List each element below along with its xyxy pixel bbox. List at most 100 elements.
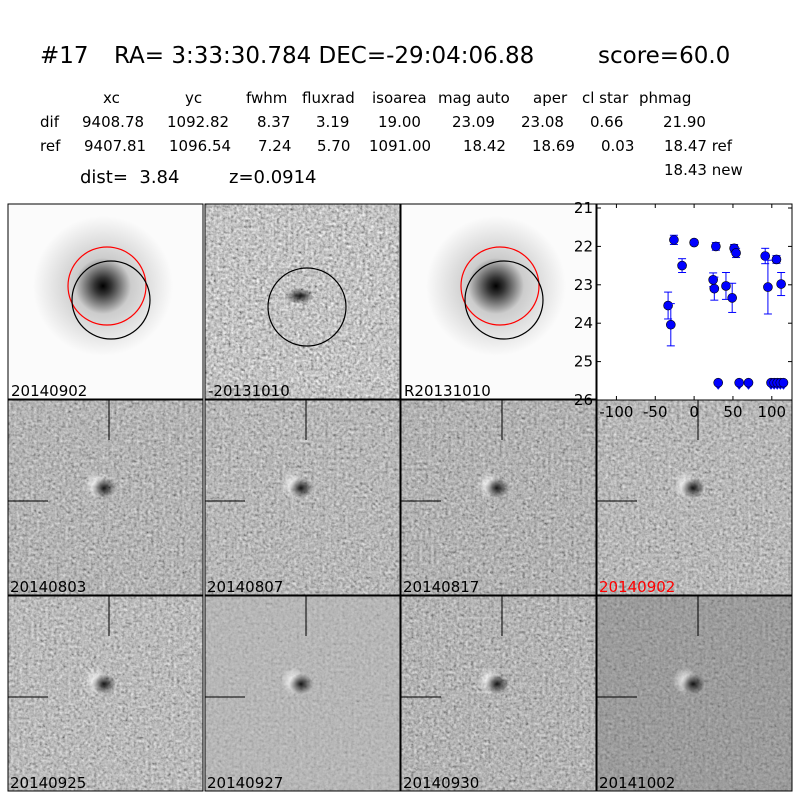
stamp-frame <box>7 595 204 792</box>
data-point <box>677 260 687 271</box>
stamp-frame <box>400 595 597 792</box>
data-point <box>760 251 770 261</box>
y-tick-label: 26 <box>574 391 593 409</box>
y-tick-label: 25 <box>574 353 593 371</box>
data-point <box>709 283 720 294</box>
table-cell: 9407.81 <box>84 137 147 155</box>
data-point <box>689 237 699 248</box>
stamp-frame <box>204 399 401 596</box>
data-point <box>727 293 737 303</box>
row-label: ref <box>40 137 61 155</box>
stamp-label: 20140902 <box>11 382 87 400</box>
table-cell: 18.47 ref <box>664 137 733 155</box>
aperture-circle-red <box>67 246 147 326</box>
upper-limit-point <box>743 377 754 388</box>
x-tick-label: 50 <box>723 403 742 421</box>
stamp-label: 20140927 <box>207 774 283 792</box>
upper-limit-point <box>734 377 744 388</box>
table-cell: 21.90 <box>663 113 706 131</box>
residual-blob <box>286 288 314 304</box>
negative-residual <box>92 478 116 498</box>
stamp-frame <box>204 595 401 792</box>
plot-area <box>596 203 793 401</box>
score: score=60.0 <box>598 43 731 69</box>
table-cell: 7.24 <box>258 137 292 155</box>
stamp-label: 20140817 <box>403 578 479 596</box>
data-point <box>763 282 773 292</box>
row-label: dif <box>40 113 59 131</box>
table-cell: 8.37 <box>257 113 291 131</box>
stamp-label: 20141002 <box>599 774 675 792</box>
x-tick-label: 100 <box>757 403 786 421</box>
column-header: yc <box>185 89 203 107</box>
upper-limit-point <box>778 377 789 388</box>
stamp-frame <box>7 203 204 400</box>
table-cell: 1096.54 <box>169 137 232 155</box>
column-header: phmag <box>639 89 692 107</box>
stamp-frame <box>400 203 597 400</box>
column-header: aper <box>533 89 568 107</box>
coordinates: RA= 3:33:30.784 DEC=-29:04:06.88 <box>114 43 535 69</box>
negative-residual <box>681 478 705 498</box>
upper-limit-point <box>713 377 723 388</box>
aperture-circle-red <box>460 246 540 326</box>
table-cell: 0.03 <box>601 137 635 155</box>
table-cell: 18.69 <box>532 137 575 155</box>
negative-residual <box>289 674 313 694</box>
stamp-label: -20131010 <box>208 382 290 400</box>
stamp-frame <box>204 203 401 400</box>
table-cell: 5.70 <box>317 137 351 155</box>
y-tick-label: 22 <box>574 237 593 255</box>
table-cell: 3.19 <box>316 113 350 131</box>
table-cell: 0.66 <box>590 113 624 131</box>
negative-residual <box>289 478 313 498</box>
galaxy <box>426 216 566 356</box>
data-point <box>669 235 679 245</box>
table-cell: 23.09 <box>452 113 495 131</box>
stamp-frame <box>7 399 204 596</box>
redshift: z=0.0914 <box>229 167 317 188</box>
negative-residual <box>681 674 705 694</box>
stamp-label: 20140807 <box>207 578 283 596</box>
data-point <box>666 319 676 330</box>
table-cell: 1091.00 <box>369 137 432 155</box>
table-cell: 1092.82 <box>167 113 230 131</box>
x-tick-label: 0 <box>689 403 699 421</box>
column-header: cl star <box>582 89 629 107</box>
data-point <box>711 241 721 252</box>
column-header: fwhm <box>246 89 288 107</box>
column-header: mag auto <box>438 89 510 107</box>
negative-residual <box>485 478 509 498</box>
table-cell: 23.08 <box>521 113 564 131</box>
table-cell: 9408.78 <box>82 113 145 131</box>
galaxy <box>33 216 173 356</box>
aperture-circle-black <box>267 267 347 347</box>
data-point <box>771 254 782 265</box>
candidate-id: #17 <box>40 43 89 69</box>
distance: dist= 3.84 <box>80 167 180 188</box>
y-tick-label: 24 <box>574 314 593 332</box>
data-point <box>776 279 786 289</box>
aperture-circle-black <box>464 260 544 340</box>
table-cell: 18.42 <box>463 137 506 155</box>
phmag-new: 18.43 new <box>664 161 743 179</box>
x-tick-label: -100 <box>599 403 633 421</box>
stamp-frame <box>400 399 597 596</box>
stamp-label: 20140902 <box>599 578 675 596</box>
stamp-label: 20140803 <box>10 578 86 596</box>
column-header: fluxrad <box>302 89 355 107</box>
negative-residual <box>92 674 116 694</box>
stamp-label: 20140930 <box>403 774 479 792</box>
data-point <box>731 248 741 258</box>
stamp-frame <box>596 595 793 792</box>
y-tick-label: 23 <box>574 276 593 294</box>
aperture-circle-black <box>71 260 151 340</box>
negative-residual <box>485 674 509 694</box>
table-cell: 19.00 <box>378 113 421 131</box>
stamp-label: 20140925 <box>10 774 86 792</box>
y-tick-label: 21 <box>574 199 593 217</box>
stamp-label: R20131010 <box>404 382 491 400</box>
x-tick-label: -50 <box>643 403 668 421</box>
